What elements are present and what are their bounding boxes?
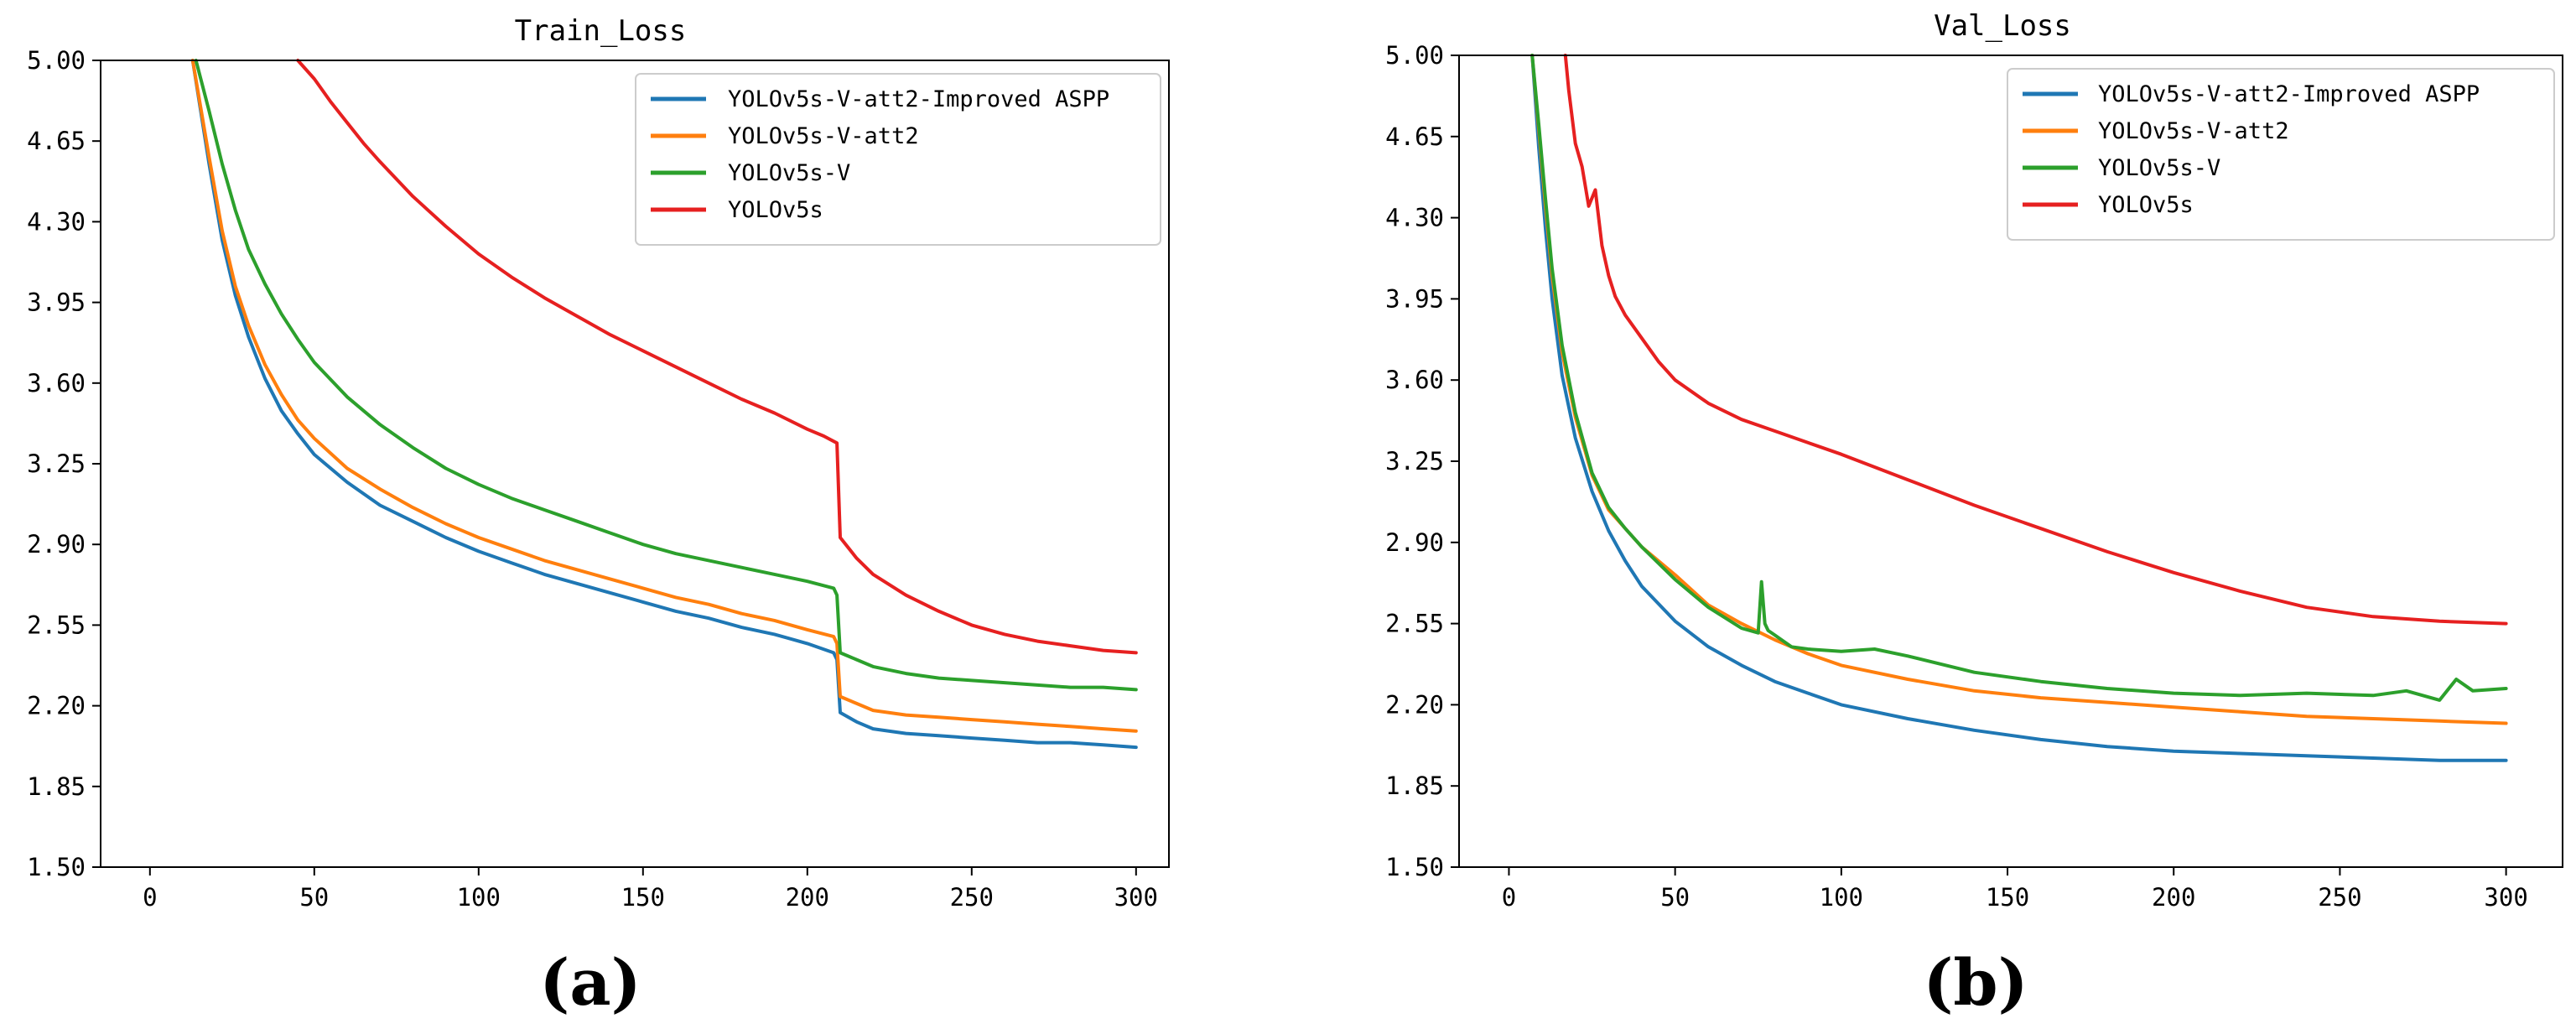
chart-b-ytick-label-7: 3.95 [1385,284,1444,313]
chart-a-series-group [190,59,1138,750]
chart-b-series-group [1530,54,2508,762]
chart-a-ytick-label-3: 2.55 [27,611,86,639]
chart-b-legend-label-0: YOLOv5s-V-att2-Improved ASPP [2098,81,2480,107]
chart-b-title: Val_Loss [1934,9,2071,43]
chart-a: Train_Loss 0 50 100 150 200 250 300 1.50 1.85 2.2… [27,14,1170,1020]
chart-b-legend-box [2007,68,2555,241]
chart-b-legend-label-1: YOLOv5s-V-att2 [2098,118,2289,144]
chart-b: Val_Loss 0 50 100 150 200 250 300 1.50 1.85 2.20 2… [1385,9,2563,1020]
chart-a-ytick-label-5: 3.25 [27,449,86,478]
chart-a-ytick-label-10: 5.00 [27,46,86,75]
chart-b-xtick-label-2: 100 [1820,883,1863,912]
chart-b-axis-ticks: 0 50 100 150 200 250 300 1.50 1.85 2.20 2.55 2.90 3.… [1385,41,2528,912]
chart-b-ytick-label-10: 5.00 [1385,41,1444,70]
chart-b-xtick-label-6: 300 [2484,883,2527,912]
chart-a-xtick-label-6: 300 [1114,883,1158,912]
chart-a-ytick-label-4: 2.90 [27,530,86,559]
chart-b-series-line-2 [1530,54,2508,702]
chart-a-legend-label-0: YOLOv5s-V-att2-Improved ASPP [728,86,1109,112]
chart-a-ytick-label-8: 4.30 [27,207,86,236]
chart-b-ytick-label-8: 4.30 [1385,204,1444,232]
chart-b-series-line-3 [1563,54,2508,626]
chart-a-ytick-label-9: 4.65 [27,127,86,155]
chart-a-axis-ticks: 0 50 100 150 200 250 300 1.50 1.85 2.20 2.55 2.90 3.… [27,46,1158,912]
chart-b-legend: YOLOv5s-V-att2-Improved ASPP YOLOv5s-V-a… [2007,68,2555,241]
chart-b-xtick-label-5: 250 [2318,883,2361,912]
chart-a-panel-label: (a) [539,945,641,1020]
chart-a-series-line-0 [190,59,1138,750]
chart-b-ytick-label-9: 4.65 [1385,122,1444,151]
chart-a-legend-label-1: YOLOv5s-V-att2 [728,123,919,149]
chart-b-ytick-label-4: 2.90 [1385,528,1444,557]
chart-b-xtick-label-3: 150 [1986,883,2029,912]
chart-b-xtick-label-1: 50 [1660,883,1690,912]
chart-b-ytick-label-1: 1.85 [1385,772,1444,800]
chart-a-xtick-label-3: 150 [621,883,665,912]
chart-a-xtick-label-1: 50 [299,883,329,912]
chart-a-ytick-label-1: 1.85 [27,772,86,801]
chart-b-xtick-label-4: 200 [2152,883,2195,912]
chart-b-ytick-label-0: 1.50 [1385,853,1444,881]
chart-a-title: Train_Loss [515,14,687,48]
chart-a-xtick-label-0: 0 [143,883,157,912]
chart-b-series-line-0 [1530,54,2508,762]
chart-a-legend: YOLOv5s-V-att2-Improved ASPP YOLOv5s-V-a… [635,73,1161,246]
chart-b-ytick-label-3: 2.55 [1385,610,1444,638]
chart-a-legend-box [635,73,1161,246]
chart-b-panel-label: (b) [1923,945,2028,1020]
chart-b-xtick-label-0: 0 [1502,883,1516,912]
chart-b-ytick-label-6: 3.60 [1385,366,1444,394]
chart-a-ytick-label-7: 3.95 [27,288,86,317]
chart-a-legend-label-2: YOLOv5s-V [728,160,850,186]
chart-a-series-line-2 [194,59,1138,692]
chart-b-legend-label-2: YOLOv5s-V [2098,155,2220,181]
chart-b-ytick-label-2: 2.20 [1385,690,1444,719]
chart-a-legend-label-3: YOLOv5s [728,197,823,223]
chart-a-series-line-3 [296,59,1138,655]
chart-a-ytick-label-6: 3.60 [27,369,86,397]
chart-a-series-line-1 [190,59,1138,733]
chart-a-xtick-label-4: 200 [786,883,829,912]
chart-a-xtick-label-5: 250 [950,883,994,912]
chart-a-xtick-label-2: 100 [457,883,501,912]
chart-a-ytick-label-0: 1.50 [27,853,86,881]
chart-b-legend-label-3: YOLOv5s [2098,192,2194,218]
chart-a-ytick-label-2: 2.20 [27,692,86,720]
chart-b-ytick-label-5: 3.25 [1385,447,1444,475]
